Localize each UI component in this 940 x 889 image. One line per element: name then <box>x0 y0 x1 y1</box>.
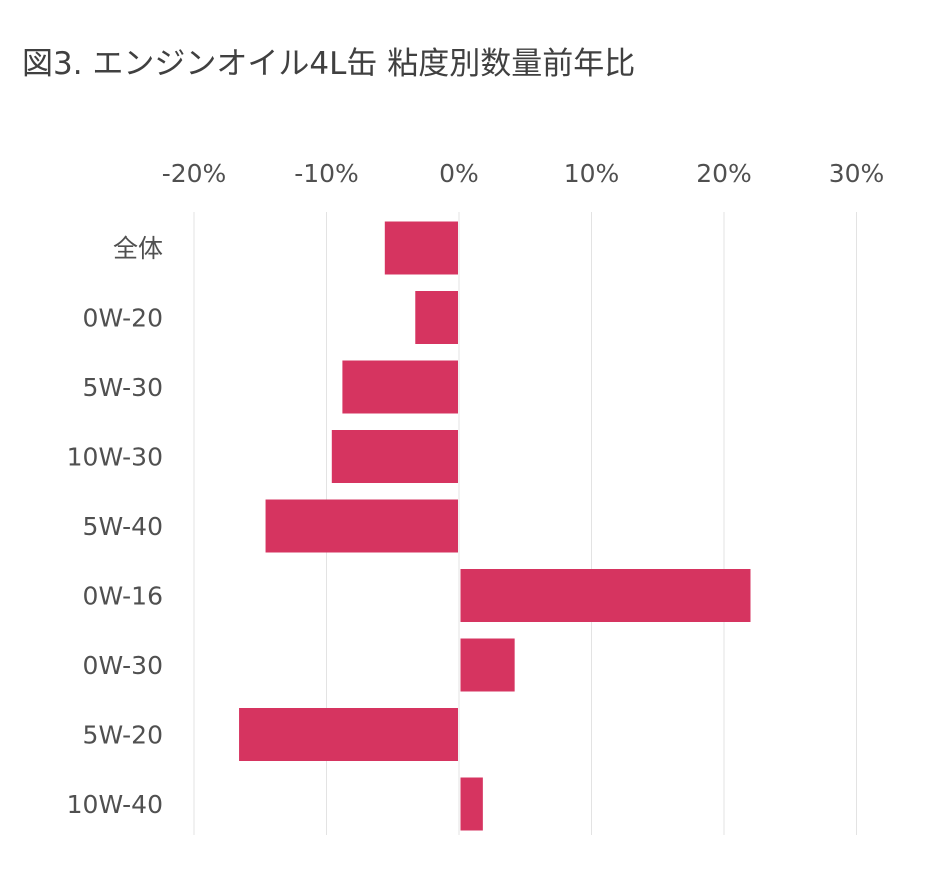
bar <box>415 291 458 344</box>
bar <box>460 777 483 831</box>
category-label: 10W-40 <box>67 790 163 819</box>
x-axis-tick-labels: -20% -10% 0% 10% 20% 30% <box>162 159 885 188</box>
bar <box>460 638 515 692</box>
bars <box>239 221 751 831</box>
category-label: 0W-30 <box>83 651 163 680</box>
bar <box>331 430 458 483</box>
chart-title: 図3. エンジンオイル4L缶 粘度別数量前年比 <box>22 46 636 82</box>
category-label: 0W-20 <box>83 304 163 333</box>
x-tick-label: 30% <box>829 159 885 188</box>
x-tick-label: -10% <box>294 159 359 188</box>
category-label: 0W-16 <box>83 582 163 611</box>
bar <box>239 708 458 761</box>
bar <box>384 221 458 275</box>
bar <box>342 360 458 414</box>
x-tick-label: 10% <box>564 159 620 188</box>
x-tick-label: 20% <box>696 159 752 188</box>
bar <box>265 499 458 553</box>
category-label: 5W-30 <box>83 373 163 402</box>
category-labels: 全体 0W-20 5W-30 10W-30 5W-40 0W-16 0W-30 5W-20 10… <box>67 234 163 819</box>
category-label: 全体 <box>113 234 163 263</box>
category-label: 5W-40 <box>83 512 163 541</box>
x-tick-label: 0% <box>439 159 479 188</box>
x-tick-label: -20% <box>162 159 227 188</box>
bar <box>460 569 751 622</box>
category-label: 5W-20 <box>83 721 163 750</box>
category-label: 10W-30 <box>67 443 163 472</box>
